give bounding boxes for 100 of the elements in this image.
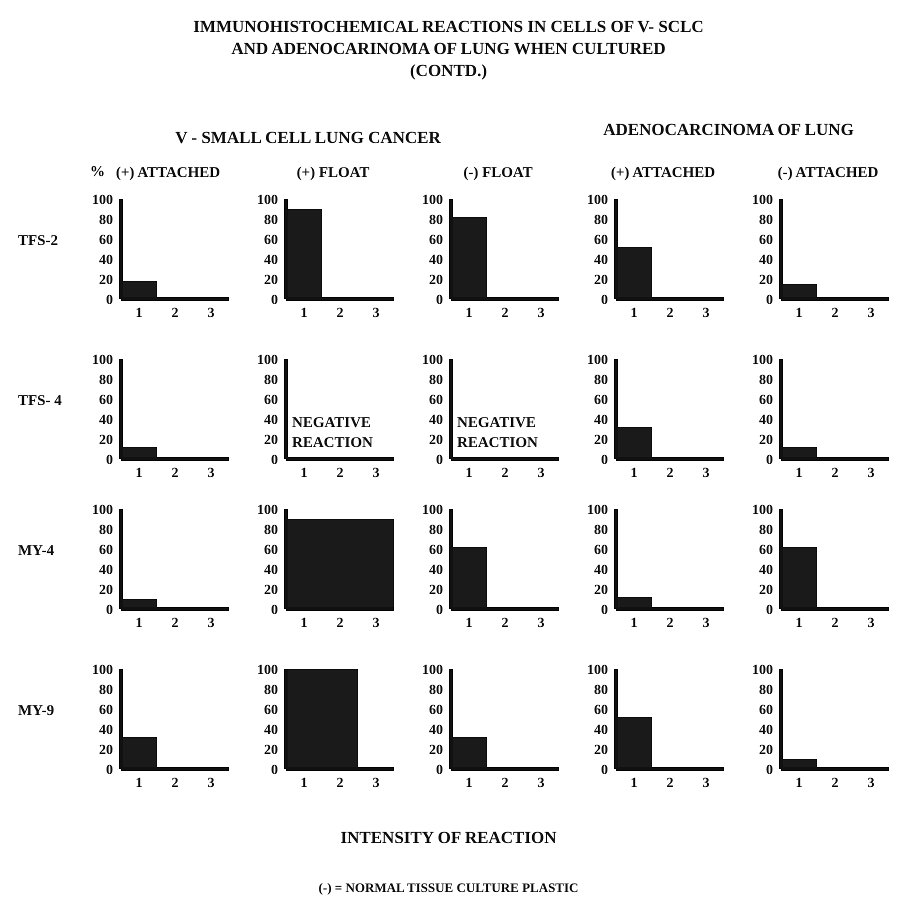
x-tick-label: 2 [502, 776, 508, 791]
x-tick-label: 2 [172, 776, 178, 791]
y-tick-label: 0 [436, 452, 443, 468]
y-tick-label: 40 [429, 412, 443, 428]
y-tick-label: 100 [752, 192, 773, 208]
x-tick-label: 1 [796, 776, 802, 791]
y-tick-label: 60 [99, 392, 113, 408]
y-tick-label: 60 [429, 702, 443, 718]
y-tick-label: 20 [759, 742, 773, 758]
y-tick-label: 40 [594, 722, 608, 738]
x-tick-label: 3 [702, 616, 710, 631]
y-tick-label: 80 [264, 212, 278, 228]
y-tick-label: 0 [766, 452, 773, 468]
x-tick-label: 3 [702, 466, 710, 481]
y-tick-label: 0 [601, 292, 608, 308]
y-tick-label: 20 [99, 272, 113, 288]
x-tick-label: 2 [832, 466, 838, 481]
x-tick-label: 3 [538, 466, 544, 481]
y-tick-label: 80 [594, 682, 608, 698]
x-tick-label: 2 [666, 466, 674, 481]
y-tick-label: 60 [594, 232, 608, 248]
y-tick-label: 0 [106, 762, 113, 778]
y-tick-label: 100 [92, 352, 113, 368]
y-tick-label: 80 [759, 682, 773, 698]
y-tick-label: 40 [759, 562, 773, 578]
text: INTENSITY OF REACTION [339, 828, 558, 848]
y-tick-label: 100 [587, 662, 608, 678]
x-tick-label: 2 [832, 306, 838, 321]
y-tick-label: 20 [264, 742, 278, 758]
y-tick-label: 20 [264, 432, 278, 448]
y-tick-label: 0 [766, 602, 773, 618]
y-tick-label: 40 [429, 252, 443, 268]
y-tick-label: 20 [429, 272, 443, 288]
y-tick-label: 40 [264, 412, 278, 428]
text: IMMUNOHISTOCHEMICAL REACTIONS IN CELLS OF V- SCLC AND ADENOCARINOMA OF LUNG WHEN CULTURED (CONTD.) [192, 16, 705, 82]
x-tick-label: 3 [372, 776, 380, 791]
x-tick-label: 2 [502, 466, 508, 481]
x-tick-label: 3 [538, 306, 544, 321]
x-tick-label: 3 [372, 306, 380, 321]
y-tick-label: 20 [429, 742, 443, 758]
x-tick-label: 2 [172, 466, 178, 481]
x-tick-label: 1 [466, 776, 472, 791]
text: (-) = NORMAL TISSUE CULTURE PLASTIC [318, 880, 580, 896]
y-tick-label: 100 [587, 502, 608, 518]
y-tick-label: 100 [92, 662, 113, 678]
y-tick-label: 80 [759, 522, 773, 538]
chart-title: (+) FLOAT [296, 165, 370, 182]
text: V - SMALL CELL LUNG CANCER [174, 128, 442, 148]
x-tick-label: 2 [336, 616, 344, 631]
y-tick-label: 0 [106, 292, 113, 308]
y-tick-label: 80 [759, 372, 773, 388]
y-tick-label: 80 [759, 212, 773, 228]
x-tick-label: 3 [208, 466, 214, 481]
y-tick-label: 40 [429, 722, 443, 738]
x-tick-label: 1 [136, 616, 142, 631]
y-tick-label: 100 [422, 192, 443, 208]
y-tick-label: 0 [766, 292, 773, 308]
chart-title: (-) FLOAT [462, 165, 534, 182]
y-tick-label: 100 [257, 662, 278, 678]
x-tick-label: 3 [538, 776, 544, 791]
y-tick-label: 100 [257, 192, 278, 208]
y-tick-label: 40 [99, 252, 113, 268]
x-tick-label: 2 [666, 616, 674, 631]
y-tick-label: 40 [594, 412, 608, 428]
x-tick-label: 3 [208, 776, 214, 791]
y-tick-label: 80 [594, 522, 608, 538]
text: % [90, 164, 105, 181]
y-tick-label: 20 [429, 582, 443, 598]
y-tick-label: 80 [429, 682, 443, 698]
x-tick-label: 2 [172, 306, 178, 321]
y-tick-label: 0 [271, 452, 278, 468]
y-tick-label: 80 [99, 372, 113, 388]
y-tick-label: 20 [99, 742, 113, 758]
x-tick-label: 1 [300, 306, 308, 321]
y-tick-label: 40 [99, 722, 113, 738]
y-tick-label: 20 [759, 432, 773, 448]
annotation: NEGATIVE REACTION [292, 414, 374, 453]
x-tick-label: 1 [796, 466, 802, 481]
x-tick-label: 1 [466, 466, 472, 481]
x-tick-label: 1 [136, 466, 142, 481]
y-tick-label: 0 [106, 602, 113, 618]
x-tick-label: 1 [630, 466, 638, 481]
y-tick-label: 0 [766, 762, 773, 778]
y-tick-label: 40 [264, 562, 278, 578]
y-tick-label: 60 [594, 392, 608, 408]
x-tick-label: 2 [336, 306, 344, 321]
y-tick-label: 80 [429, 372, 443, 388]
y-tick-label: 40 [264, 722, 278, 738]
x-tick-label: 1 [300, 776, 308, 791]
y-tick-label: 60 [99, 232, 113, 248]
chart-title: (-) ATTACHED [776, 165, 880, 182]
y-tick-label: 100 [92, 502, 113, 518]
y-tick-label: 100 [587, 192, 608, 208]
y-tick-label: 80 [99, 212, 113, 228]
x-tick-label: 3 [868, 466, 874, 481]
x-tick-label: 3 [868, 616, 874, 631]
y-tick-label: 80 [99, 682, 113, 698]
y-tick-label: 100 [752, 502, 773, 518]
x-tick-label: 2 [172, 616, 178, 631]
y-tick-label: 80 [264, 682, 278, 698]
